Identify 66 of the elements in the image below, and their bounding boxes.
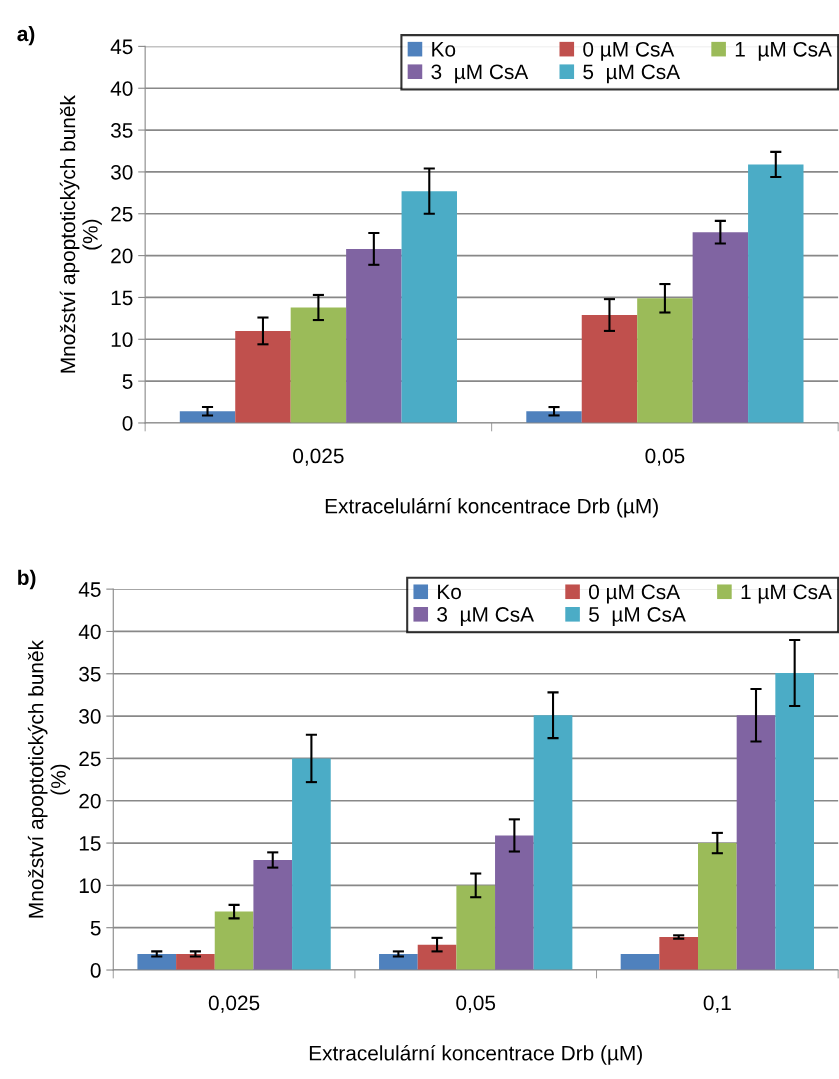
text: a) (17, 25, 35, 46)
bar (620, 953, 660, 971)
y-axis-title: Množství apoptotických buněk (%) (27, 640, 70, 918)
x-axis-title: Extracelulární koncentrace Drb (µM) (309, 1045, 642, 1065)
legend-label: 1 µM CsA (741, 584, 832, 604)
y-tick-label: 15 (111, 290, 133, 306)
y-tick-label: 0 (122, 415, 133, 431)
bar (526, 411, 582, 423)
bar (176, 953, 215, 971)
bar (214, 911, 254, 971)
bar (292, 758, 331, 971)
x-tick-label: 0,05 (645, 448, 685, 466)
y-tick-label: 40 (78, 624, 101, 640)
bar (401, 191, 457, 423)
y-tick-label: 40 (110, 81, 133, 96)
y-tick-label: 15 (79, 836, 101, 851)
legend-label: 5 µM CsA (589, 607, 686, 626)
y-tick-label: 25 (111, 206, 133, 222)
y-axis-title: Množství apoptotických buněk (%) (59, 95, 102, 373)
bar (456, 885, 496, 971)
legend-label: 1 µM CsA (735, 41, 832, 61)
bar (290, 307, 347, 423)
bar (748, 164, 804, 423)
legend-label: Ko (438, 584, 461, 600)
bar (659, 937, 699, 971)
bar (417, 944, 457, 971)
x-tick-label: 0,025 (208, 995, 260, 1013)
y-tick-label: 5 (122, 374, 133, 389)
bar (775, 672, 814, 971)
bar (736, 715, 776, 971)
bar (692, 232, 749, 423)
legend-label: 0 µM CsA (589, 584, 681, 604)
bar (253, 859, 293, 971)
bar (581, 315, 638, 423)
y-tick-label: 30 (110, 164, 133, 180)
bar (495, 835, 534, 971)
y-tick-label: 0 (90, 963, 101, 978)
x-tick-label: 0,025 (293, 448, 344, 466)
bar (379, 953, 418, 971)
y-tick-label: 35 (79, 666, 101, 682)
legend-label: Ko (432, 42, 456, 57)
bar (533, 715, 573, 971)
bar (346, 248, 402, 423)
legend-label: 3 µM CsA (431, 64, 529, 84)
legend-label: 5 µM CsA (583, 64, 681, 84)
bar (698, 843, 737, 971)
y-tick-label: 35 (110, 123, 133, 138)
x-tick-label: 0,05 (456, 995, 496, 1013)
y-tick-label: 10 (79, 878, 101, 894)
y-tick-label: 25 (79, 751, 101, 767)
bar (637, 298, 693, 423)
y-tick-label: 45 (110, 39, 133, 55)
y-tick-label: 20 (111, 248, 133, 264)
y-tick-label: 5 (90, 920, 101, 936)
y-tick-label: 30 (79, 709, 101, 724)
y-tick-label: 20 (79, 793, 101, 809)
y-tick-label: 45 (78, 582, 101, 597)
y-tick-label: 10 (111, 332, 133, 348)
legend-label: 0 µM CsA (583, 41, 675, 61)
bar (235, 330, 291, 423)
legend-label: 3 µM CsA (437, 607, 534, 626)
bar (179, 411, 236, 423)
bar (137, 953, 177, 971)
x-axis-title: Extracelulární koncentrace Drb (µM) (325, 497, 658, 518)
x-tick-label: 0,1 (703, 995, 731, 1013)
text: b) (18, 569, 36, 590)
